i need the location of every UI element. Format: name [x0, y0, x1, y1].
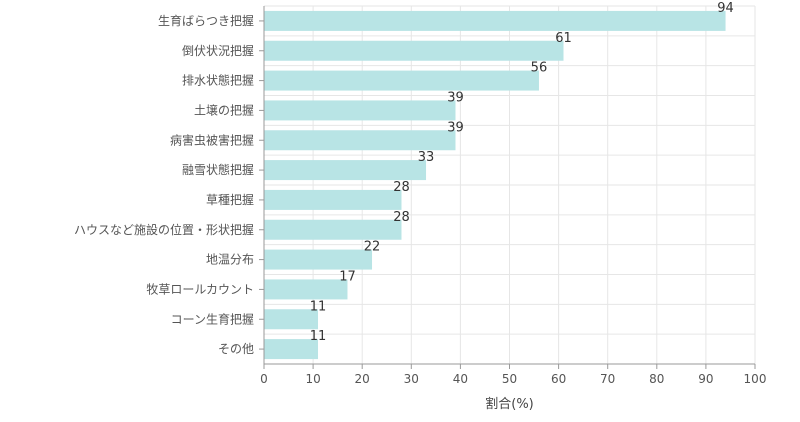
bar: [264, 189, 402, 210]
category-label: 地温分布: [206, 253, 254, 267]
data-label: 39: [447, 90, 464, 105]
x-tick-label: 30: [404, 372, 419, 386]
data-label: 28: [393, 180, 410, 195]
category-label: 病害虫被害把握: [170, 132, 254, 147]
x-tick-label: 100: [744, 372, 767, 386]
bar: [264, 160, 427, 181]
bar: [264, 339, 319, 360]
x-tick-label: 80: [649, 372, 664, 386]
x-tick-label: 60: [551, 372, 566, 386]
category-label: 生育ばらつき把握: [158, 13, 254, 28]
bar: [264, 70, 539, 91]
category-label: 倒伏状況把握: [182, 43, 254, 58]
data-label: 56: [531, 61, 548, 76]
x-tick-label: 70: [600, 372, 615, 386]
data-label: 11: [310, 299, 327, 314]
x-tick-label: 40: [453, 372, 468, 386]
bar: [264, 10, 726, 31]
bar: [264, 40, 564, 61]
bar: [264, 309, 319, 330]
x-tick-label: 90: [698, 372, 713, 386]
labels: 0 10 20 30 40 50 60 70 80 90 100 生育ばらつき把握 94 倒伏状況把握 61…: [74, 1, 766, 386]
category-label: 土壌の把握: [194, 102, 254, 117]
category-label: コーン生育把握: [171, 311, 254, 326]
bar: [264, 100, 456, 121]
bar: [264, 219, 402, 240]
category-label: 牧草ロールカウント: [146, 282, 254, 296]
x-axis-title: 割合(%): [485, 396, 534, 412]
x-tick-label: 20: [355, 372, 370, 386]
data-label: 61: [555, 31, 572, 46]
data-label: 17: [339, 269, 356, 284]
x-tick-label: 0: [260, 372, 268, 386]
data-label: 22: [364, 240, 381, 255]
category-label: 融雪状態把握: [182, 162, 254, 177]
category-label: 草種把握: [206, 192, 254, 207]
axes: [259, 6, 756, 369]
category-label: 排水状態把握: [182, 73, 254, 88]
category-label: ハウスなど施設の位置・形状把握: [74, 222, 254, 237]
bar: [264, 279, 348, 300]
data-label: 94: [717, 1, 734, 16]
data-label: 39: [447, 120, 464, 135]
x-tick-label: 50: [502, 372, 517, 386]
category-label: その他: [218, 342, 254, 356]
data-label: 11: [310, 329, 327, 344]
data-label: 28: [393, 210, 410, 225]
x-tick-label: 10: [305, 372, 320, 386]
bar: [264, 249, 373, 270]
data-label: 33: [418, 150, 435, 165]
bars: [264, 10, 726, 360]
bar: [264, 130, 456, 151]
